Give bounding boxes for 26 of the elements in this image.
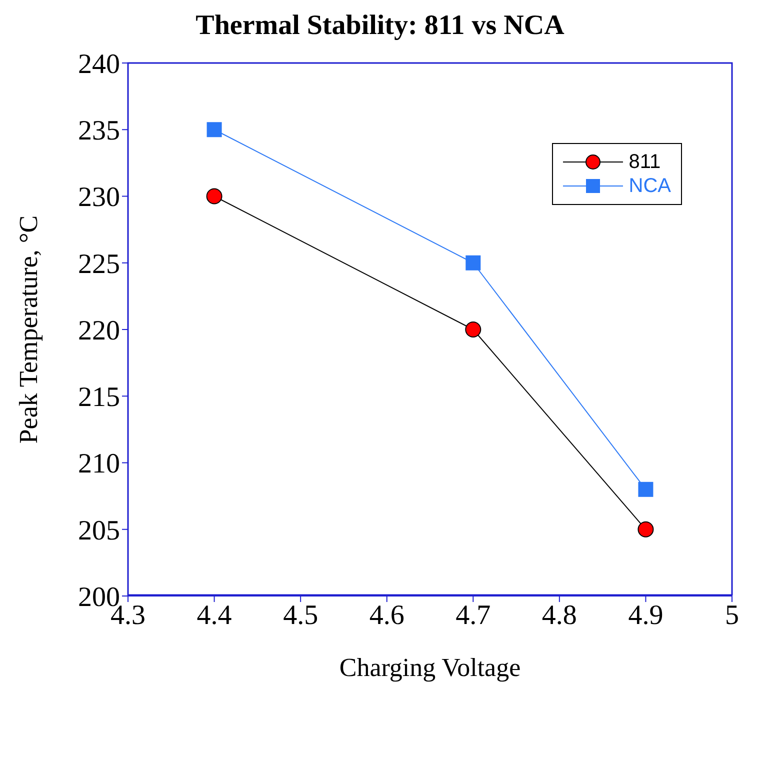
chart-title: Thermal Stability: 811 vs NCA [194,9,566,43]
x-tick-label: 4.7 [456,600,491,631]
point [638,521,654,538]
x-tick-label: 4.8 [542,600,577,631]
y-axis-title: Peak Temperature, °C [14,215,44,444]
y-tick-label: 215 [78,382,120,414]
y-tick-label: 205 [78,515,120,546]
y-tick-label: 220 [78,315,120,346]
y-tick-label: 210 [78,448,120,480]
x-tick-label: 5 [725,600,739,631]
x-tick-label: 4.9 [628,600,664,631]
point [466,255,481,270]
point [638,482,654,497]
legend-label: NCA [628,174,671,198]
x-axis-title: Charging Voltage [339,653,521,682]
y-tick-label: 240 [78,48,120,80]
point [465,322,482,338]
y-tick-label: 235 [78,116,120,147]
legend-label: 811 [628,150,661,174]
x-tick-label: 4.4 [196,600,232,631]
point [206,122,222,138]
x-tick-label: 4.6 [369,600,404,631]
x-tick-label: 4.5 [283,600,318,631]
point [206,188,222,204]
y-tick-label: 225 [78,248,120,280]
y-tick-label: 230 [78,182,120,214]
